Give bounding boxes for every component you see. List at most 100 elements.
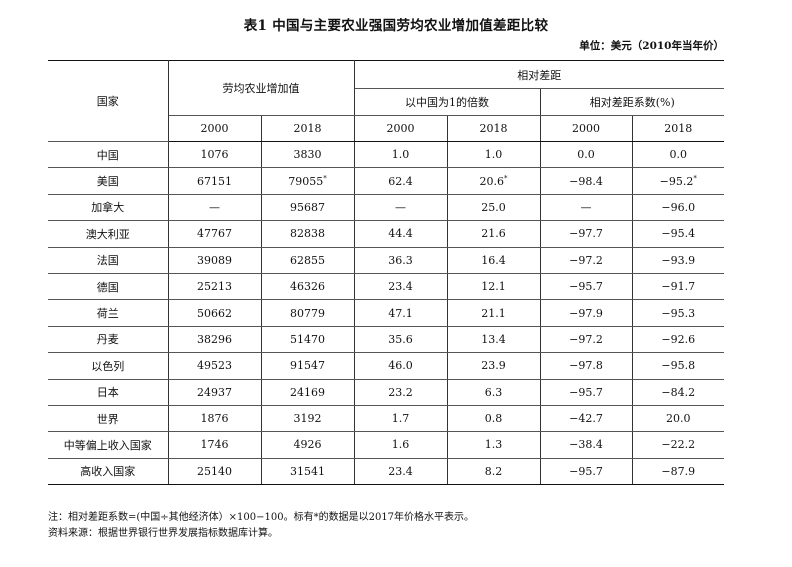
value-cell: 0.0 [632, 140, 724, 169]
value-cell: −95.7 [540, 458, 633, 486]
value-cell: 23.4 [354, 273, 448, 301]
country-cell: 美国 [48, 167, 169, 195]
cell-text: 62.4 [388, 174, 413, 188]
cell-text: −91.7 [661, 280, 696, 294]
value-cell: −97.2 [540, 247, 633, 274]
value-cell: 1.3 [447, 431, 541, 459]
cell-text: 21.6 [481, 227, 506, 241]
value-cell: −97.8 [540, 352, 633, 380]
cell-text: — [209, 200, 220, 214]
cell-text: 世界 [96, 412, 119, 426]
header-value-group: 劳均农业增加值 [168, 60, 355, 116]
table-row: 法国 39089 62855 36.3 16.4 −97.2 −93.9 [48, 247, 724, 274]
cell-text: 1.3 [484, 438, 503, 452]
header-year: 2000 [168, 115, 262, 142]
cell-text: −22.2 [661, 438, 696, 452]
cell-text: 24169 [290, 385, 325, 399]
value-cell: −93.9 [632, 247, 724, 274]
value-cell: 6.3 [447, 379, 541, 406]
value-cell: −97.7 [540, 220, 633, 248]
cell-text: 4926 [293, 438, 322, 452]
cell-text: 20.6 [479, 174, 505, 188]
value-cell: 25.0 [447, 194, 541, 222]
value-cell: −97.9 [540, 299, 633, 327]
value-cell: −98.4 [540, 167, 633, 195]
cell-text: 51470 [290, 332, 325, 346]
value-cell: 47.1 [354, 299, 448, 327]
cell-text: 加拿大 [91, 201, 125, 215]
value-cell: 35.6 [354, 326, 448, 354]
cell-text: 美国 [96, 175, 119, 189]
header-year: 2018 [447, 115, 541, 142]
cell-text: 1876 [200, 412, 229, 426]
value-cell: 82838 [261, 220, 355, 248]
header-year: 2018 [261, 115, 355, 142]
value-cell: 8.2 [447, 458, 541, 486]
value-cell: −97.2 [540, 326, 633, 354]
cell-text: 95687 [290, 200, 325, 214]
cell-text: 23.2 [388, 385, 413, 399]
value-cell: −92.6 [632, 326, 724, 354]
cell-text: −96.0 [661, 200, 696, 214]
country-cell: 澳大利亚 [48, 220, 169, 248]
table-row: 德国 25213 46326 23.4 12.1 −95.7 −91.7 [48, 273, 724, 301]
note-text: 注：相对差距系数=(中国÷其他经济体）×100−100。标有*的数据是以2017… [48, 512, 475, 523]
cell-text: 20.0 [666, 412, 691, 426]
table-title: 表1 中国与主要农业强国劳均农业增加值差距比较 [243, 18, 549, 34]
cell-text: −98.4 [569, 174, 603, 188]
value-cell: 46.0 [354, 352, 448, 380]
country-cell: 荷兰 [48, 299, 169, 327]
cell-text: 1746 [200, 438, 229, 452]
cell-text: 1.6 [391, 438, 410, 452]
value-cell: −95.7 [540, 379, 633, 406]
cell-text: 中国 [96, 148, 119, 162]
cell-text: 3830 [293, 148, 322, 162]
footnote-mark: * [693, 173, 697, 182]
value-cell: 0.8 [447, 405, 541, 433]
country-cell: 日本 [48, 379, 169, 406]
value-cell: 49523 [168, 352, 262, 380]
value-cell: 1876 [168, 405, 262, 433]
table-notes: 注：相对差距系数=(中国÷其他经济体）×100−100。标有*的数据是以2017… [48, 510, 474, 542]
value-cell: 95687 [261, 194, 355, 222]
cell-text: 6.3 [484, 385, 503, 399]
header-coef-group: 相对差距系数(%) [540, 88, 724, 116]
cell-text: 46326 [290, 280, 325, 294]
header-year: 2000 [354, 115, 448, 142]
table-row: 澳大利亚 47767 82838 44.4 21.6 −97.7 −95.4 [48, 220, 724, 248]
table-row: 以色列 49523 91547 46.0 23.9 −97.8 −95.8 [48, 352, 724, 380]
value-cell: 38296 [168, 326, 262, 354]
value-cell: 13.4 [447, 326, 541, 354]
value-cell: 80779 [261, 299, 355, 327]
cell-text: 23.4 [388, 464, 413, 478]
country-cell: 世界 [48, 405, 169, 433]
cell-text: −84.2 [661, 385, 696, 399]
header-country: 国家 [48, 60, 169, 142]
cell-text: 0.0 [669, 148, 688, 162]
cell-text: 24937 [197, 385, 232, 399]
table-row: 日本 24937 24169 23.2 6.3 −95.7 −84.2 [48, 379, 724, 406]
value-cell: — [354, 194, 448, 222]
value-cell: −42.7 [540, 405, 633, 433]
cell-text: 德国 [96, 280, 119, 294]
country-cell: 高收入国家 [48, 458, 169, 486]
cell-text: 荷兰 [96, 307, 119, 321]
cell-text: 0.0 [577, 148, 595, 162]
cell-text: 25213 [197, 280, 232, 294]
cell-text: 82838 [290, 227, 325, 241]
value-cell: 3192 [261, 405, 355, 433]
cell-text: −97.7 [569, 227, 603, 241]
cell-text: 1.7 [391, 412, 410, 426]
cell-text: 47.1 [388, 306, 413, 320]
country-cell: 中国 [48, 140, 169, 169]
cell-text: 8.2 [484, 464, 503, 478]
value-cell: 36.3 [354, 247, 448, 274]
value-cell: 47767 [168, 220, 262, 248]
cell-text: 79055 [288, 174, 324, 188]
unit-label: 单位：美元（2010年当年价） [579, 40, 724, 52]
value-cell: 4926 [261, 431, 355, 459]
value-cell: 25140 [168, 458, 262, 486]
header-relative-group: 相对差距 [354, 60, 724, 89]
cell-text: 46.0 [388, 359, 413, 373]
cell-text: −38.4 [569, 438, 603, 452]
